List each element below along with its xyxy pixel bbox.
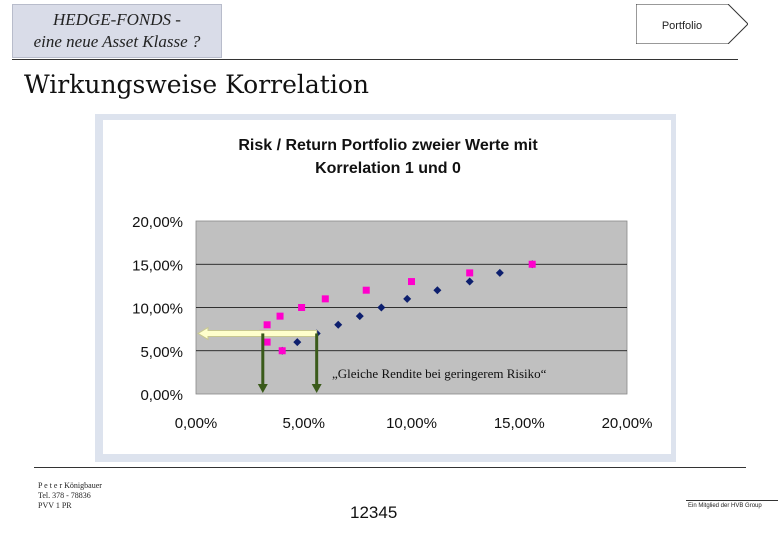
green-arrow-head — [257, 384, 268, 393]
slide-title: Wirkungsweise Korrelation — [24, 70, 369, 99]
bottom-divider — [34, 467, 746, 468]
x-tick-label: 20,00% — [602, 415, 653, 432]
green-arrow-head — [311, 384, 322, 393]
diamond-point — [495, 268, 504, 277]
diamond-point — [465, 277, 474, 286]
diamond-point — [377, 303, 386, 312]
square-point — [466, 269, 474, 277]
presentation-title-box: HEDGE-FONDS - eine neue Asset Klasse ? — [12, 4, 222, 58]
x-tick-label: 15,00% — [494, 415, 545, 432]
portfolio-tab-label: Portfolio — [662, 20, 702, 32]
top-divider — [12, 59, 738, 60]
square-point — [263, 338, 271, 346]
chart-title-line2: Korrelation 1 und 0 — [315, 160, 461, 177]
square-point — [362, 286, 370, 294]
square-point — [263, 321, 271, 329]
square-point — [321, 295, 329, 303]
footer-dept: PVV 1 PR — [38, 501, 72, 510]
diamond-point — [433, 286, 442, 295]
y-tick-label: 20,00% — [132, 214, 183, 231]
footer-name: P e t e r Königbauer — [38, 481, 102, 490]
group-note: Ein Mitglied der HVB Group — [686, 500, 778, 509]
square-point — [278, 347, 286, 355]
y-tick-label: 10,00% — [132, 301, 183, 318]
presentation-title-line1: HEDGE-FONDS - — [53, 10, 181, 29]
footer-phone: Tel. 378 - 78836 — [38, 491, 91, 500]
page-number: 12345 — [350, 503, 398, 522]
x-tick-label: 0,00% — [175, 415, 218, 432]
portfolio-tab[interactable]: Portfolio — [636, 4, 748, 44]
y-tick-label: 5,00% — [140, 344, 183, 361]
y-tick-label: 0,00% — [140, 387, 183, 404]
x-tick-label: 10,00% — [386, 415, 437, 432]
y-tick-label: 15,00% — [132, 257, 183, 274]
footer-contact: P e t e r Königbauer Tel. 378 - 78836 PV… — [38, 481, 102, 511]
chart-annotation: „Gleiche Rendite bei geringerem Risiko“ — [332, 366, 547, 381]
diamond-point — [334, 320, 343, 329]
square-point — [528, 260, 536, 268]
presentation-title-line2: eine neue Asset Klasse ? — [33, 32, 201, 51]
diamond-point — [403, 294, 412, 303]
diamond-point — [355, 312, 364, 321]
diamond-point — [293, 338, 302, 347]
square-point — [408, 278, 415, 286]
square-point — [298, 304, 306, 311]
x-tick-label: 5,00% — [282, 415, 325, 432]
square-point — [276, 312, 284, 320]
chart-title-line1: Risk / Return Portfolio zweier Werte mit — [238, 137, 538, 154]
